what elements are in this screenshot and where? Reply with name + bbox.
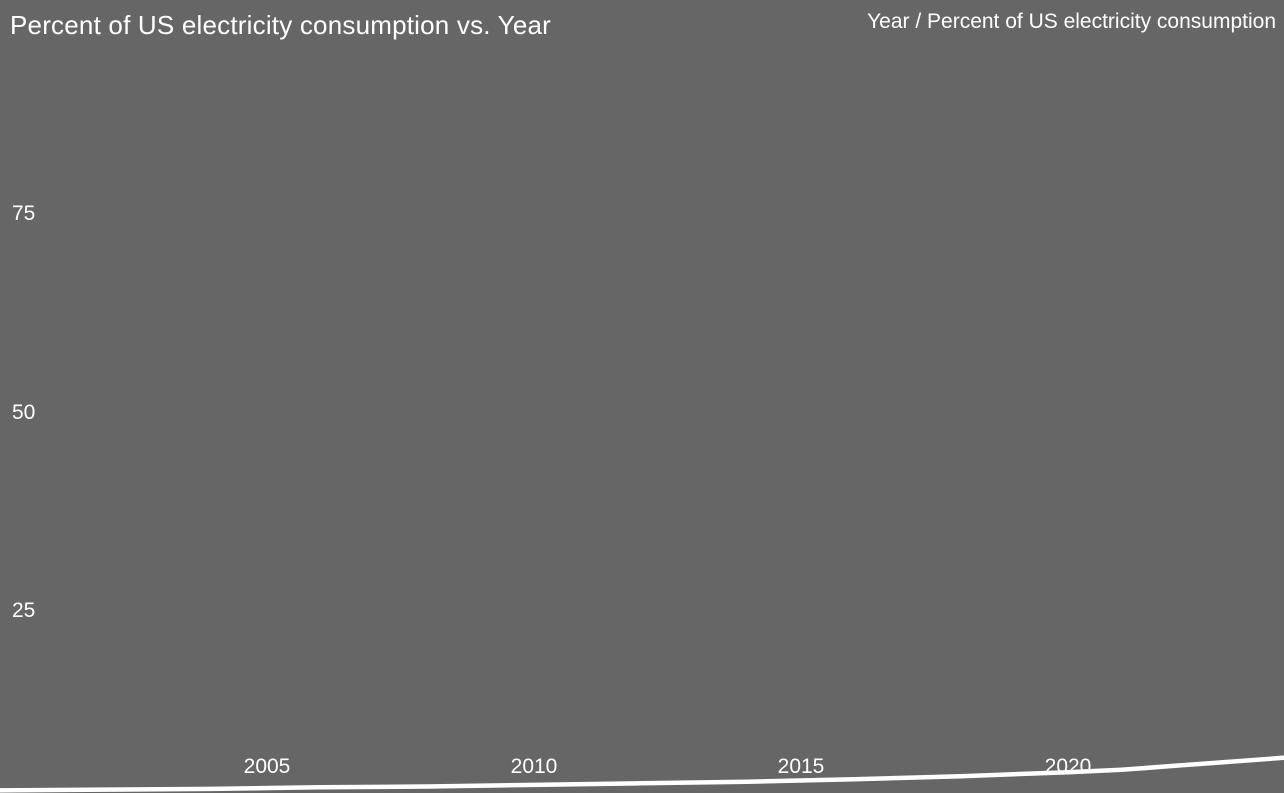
series-line — [0, 755, 1284, 793]
y-tick-label: 25 — [12, 599, 36, 622]
y-tick-label: 75 — [12, 202, 36, 225]
x-tick-label: 2015 — [777, 755, 825, 778]
x-tick-label: 2010 — [510, 755, 558, 778]
chart-title: Percent of US electricity consumption vs… — [10, 10, 552, 40]
x-tick-label: 2005 — [243, 755, 291, 778]
y-tick-label: 50 — [12, 400, 36, 424]
axis-legend-label: Year / Percent of US electricity consump… — [867, 10, 1276, 33]
